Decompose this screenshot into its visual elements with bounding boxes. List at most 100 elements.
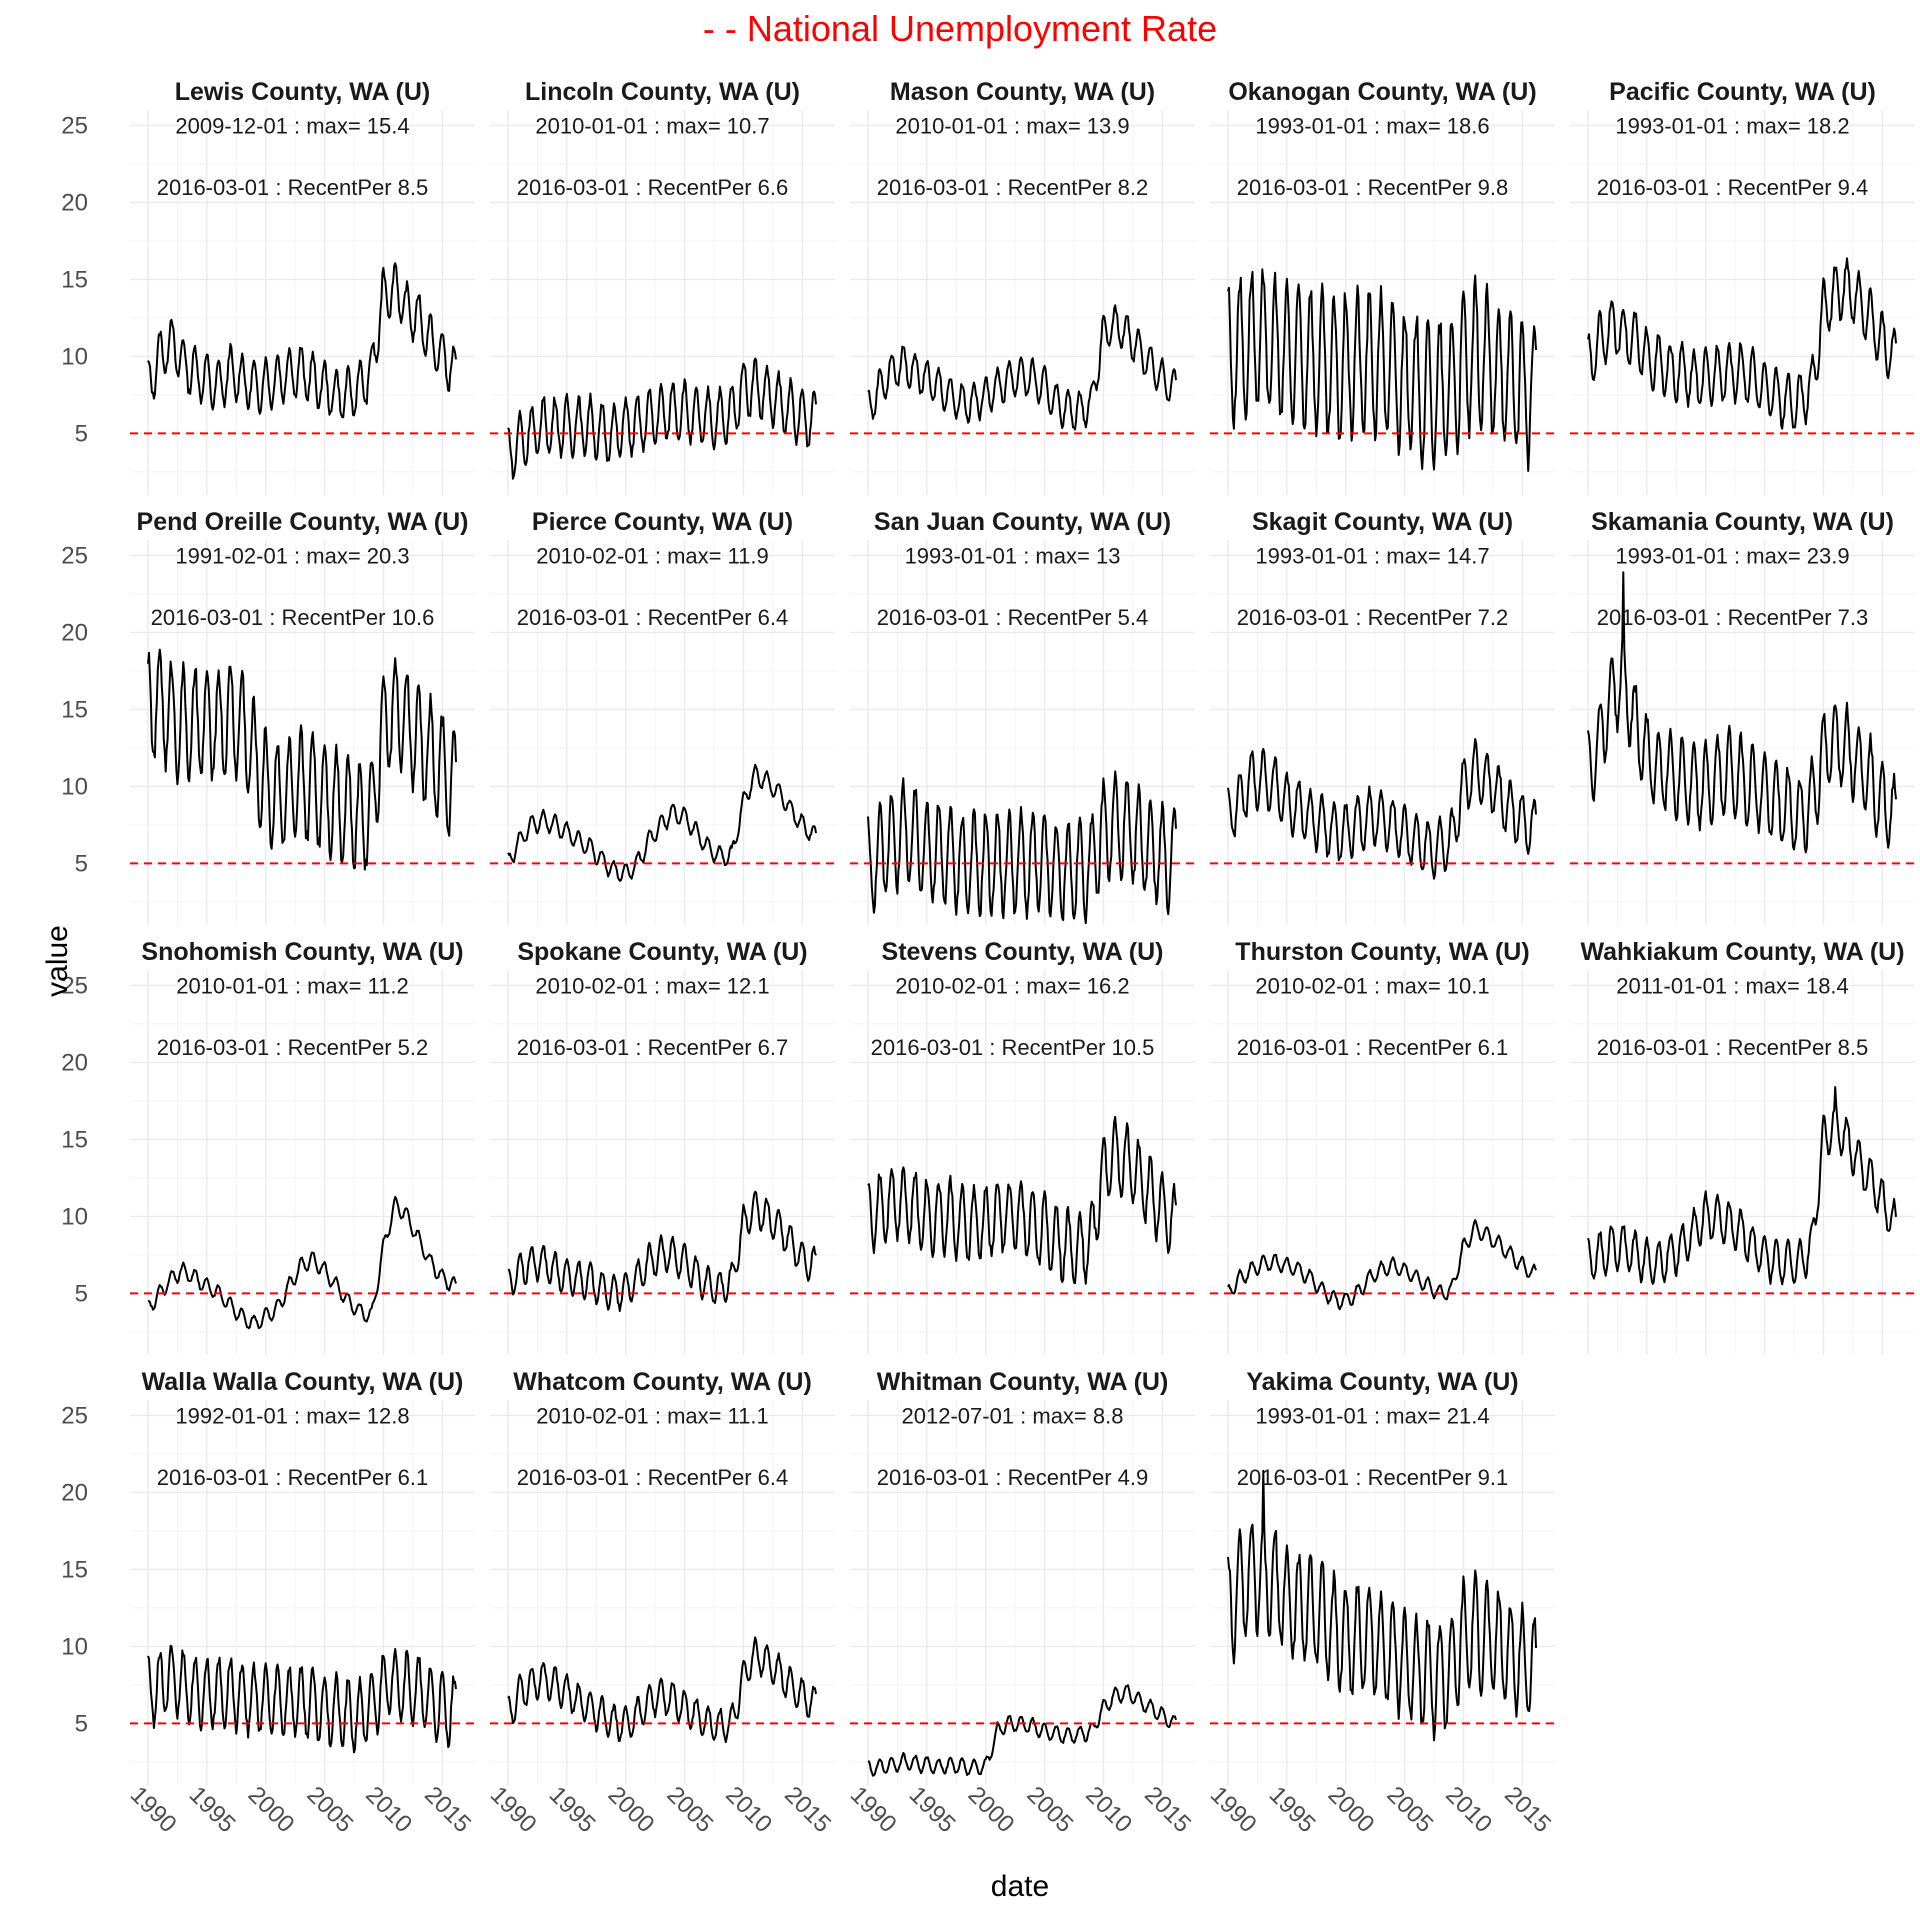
recent-annotation: 2016-03-01 : RecentPer 5.2 bbox=[157, 1035, 429, 1060]
y-tick-label: 15 bbox=[61, 266, 88, 293]
series-line bbox=[147, 1195, 457, 1330]
max-annotation: 2010-02-01 : max= 11.9 bbox=[536, 543, 769, 568]
max-annotation: 2011-01-01 : max= 18.4 bbox=[1616, 973, 1849, 998]
x-tick-label: 2010 bbox=[1080, 1781, 1137, 1838]
y-tick-label: 20 bbox=[61, 1049, 88, 1076]
facet-panel: Lewis County, WA (U) 2009-12-01 : max= 15… bbox=[61, 78, 475, 495]
panel-title: Wahkiakum County, WA (U) bbox=[1580, 938, 1904, 966]
y-tick-label: 10 bbox=[61, 1203, 88, 1230]
y-tick-label: 20 bbox=[61, 1479, 88, 1506]
facet-panel: Pacific County, WA (U) 1993-01-01 : max= … bbox=[1570, 78, 1915, 495]
y-tick-label: 25 bbox=[61, 972, 88, 999]
y-tick-label: 10 bbox=[61, 343, 88, 370]
recent-annotation: 2016-03-01 : RecentPer 7.3 bbox=[1597, 605, 1869, 630]
facet-panel: Spokane County, WA (U) 2010-02-01 : max= … bbox=[490, 938, 835, 1355]
facet-panel: Lincoln County, WA (U) 2010-01-01 : max= … bbox=[490, 78, 835, 495]
recent-annotation: 2016-03-01 : RecentPer 6.6 bbox=[517, 175, 789, 200]
panel-title: Pierce County, WA (U) bbox=[532, 508, 793, 536]
recent-annotation: 2016-03-01 : RecentPer 10.6 bbox=[151, 605, 435, 630]
series-line bbox=[507, 763, 817, 882]
max-annotation: 2010-02-01 : max= 10.1 bbox=[1255, 973, 1489, 998]
panel-title: Pacific County, WA (U) bbox=[1609, 78, 1876, 106]
facet-panel: Skamania County, WA (U) 1993-01-01 : max=… bbox=[1570, 508, 1915, 925]
facet-panel: Walla Walla County, WA (U) 1992-01-01 : m… bbox=[61, 1368, 476, 1838]
series-line bbox=[1227, 268, 1537, 472]
panel-title: Mason County, WA (U) bbox=[890, 78, 1155, 106]
x-axis-label: date bbox=[990, 1870, 1050, 1903]
max-annotation: 2010-01-01 : max= 11.2 bbox=[176, 973, 409, 998]
facet-panel: Okanogan County, WA (U) 1993-01-01 : max=… bbox=[1210, 78, 1555, 495]
facet-panel: Snohomish County, WA (U) 2010-01-01 : max… bbox=[61, 938, 475, 1355]
series-line bbox=[1587, 257, 1897, 430]
max-annotation: 2010-02-01 : max= 16.2 bbox=[895, 973, 1129, 998]
x-tick-label: 2000 bbox=[1323, 1781, 1380, 1838]
panel-title: Thurston County, WA (U) bbox=[1235, 938, 1529, 966]
y-tick-label: 25 bbox=[61, 1402, 88, 1429]
series-line bbox=[147, 262, 457, 419]
x-tick-label: 1990 bbox=[485, 1781, 542, 1838]
panel-title: Whitman County, WA (U) bbox=[877, 1368, 1169, 1396]
series-line bbox=[507, 1190, 817, 1312]
max-annotation: 2010-01-01 : max= 13.9 bbox=[895, 113, 1129, 138]
y-tick-label: 10 bbox=[61, 1633, 88, 1660]
y-tick-label: 15 bbox=[61, 1126, 88, 1153]
facet-panel: San Juan County, WA (U) 1993-01-01 : max=… bbox=[850, 508, 1195, 925]
y-tick-label: 5 bbox=[75, 1710, 88, 1737]
y-tick-label: 25 bbox=[61, 112, 88, 139]
panel-title: Lincoln County, WA (U) bbox=[525, 78, 800, 106]
max-annotation: 2010-02-01 : max= 11.1 bbox=[536, 1403, 769, 1428]
x-tick-label: 2005 bbox=[1381, 1781, 1438, 1838]
x-tick-label: 2015 bbox=[1499, 1781, 1556, 1838]
panel-title: Spokane County, WA (U) bbox=[517, 938, 807, 966]
x-tick-label: 2010 bbox=[720, 1781, 777, 1838]
series-line bbox=[867, 1115, 1177, 1285]
facet-panel: Mason County, WA (U) 2010-01-01 : max= 13… bbox=[850, 78, 1195, 495]
panel-title: Walla Walla County, WA (U) bbox=[142, 1368, 464, 1396]
recent-annotation: 2016-03-01 : RecentPer 5.4 bbox=[877, 605, 1149, 630]
y-tick-label: 15 bbox=[61, 1556, 88, 1583]
series-line bbox=[867, 304, 1177, 431]
max-annotation: 1993-01-01 : max= 21.4 bbox=[1255, 1403, 1489, 1428]
series-line bbox=[147, 648, 457, 871]
y-tick-label: 25 bbox=[61, 542, 88, 569]
x-tick-label: 1995 bbox=[904, 1781, 961, 1838]
facet-panel: Pierce County, WA (U) 2010-02-01 : max= 1… bbox=[490, 508, 835, 925]
x-tick-label: 2015 bbox=[1139, 1781, 1196, 1838]
figure-title: - - National Unemployment Rate bbox=[702, 8, 1218, 49]
recent-annotation: 2016-03-01 : RecentPer 7.2 bbox=[1237, 605, 1509, 630]
panel-title: Stevens County, WA (U) bbox=[882, 938, 1164, 966]
recent-annotation: 2016-03-01 : RecentPer 6.4 bbox=[517, 1465, 789, 1490]
y-tick-label: 10 bbox=[61, 773, 88, 800]
facet-panel: Stevens County, WA (U) 2010-02-01 : max= … bbox=[850, 938, 1195, 1355]
x-tick-label: 1995 bbox=[544, 1781, 601, 1838]
x-tick-label: 1990 bbox=[845, 1781, 902, 1838]
x-tick-label: 2010 bbox=[360, 1781, 417, 1838]
max-annotation: 2010-01-01 : max= 10.7 bbox=[535, 113, 769, 138]
panel-title: Snohomish County, WA (U) bbox=[141, 938, 463, 966]
y-tick-label: 20 bbox=[61, 619, 88, 646]
panel-title: Pend Oreille County, WA (U) bbox=[137, 508, 469, 536]
x-tick-label: 2005 bbox=[1021, 1781, 1078, 1838]
panel-title: Yakima County, WA (U) bbox=[1246, 1368, 1518, 1396]
y-tick-label: 5 bbox=[75, 420, 88, 447]
series-line bbox=[1227, 738, 1537, 880]
y-tick-label: 5 bbox=[75, 850, 88, 877]
recent-annotation: 2016-03-01 : RecentPer 8.2 bbox=[877, 175, 1149, 200]
y-axis-label: value bbox=[41, 925, 74, 997]
max-annotation: 1993-01-01 : max= 18.6 bbox=[1255, 113, 1489, 138]
recent-annotation: 2016-03-01 : RecentPer 9.4 bbox=[1597, 175, 1869, 200]
recent-annotation: 2016-03-01 : RecentPer 6.1 bbox=[157, 1465, 429, 1490]
facet-panel: Thurston County, WA (U) 2010-02-01 : max=… bbox=[1210, 938, 1555, 1355]
recent-annotation: 2016-03-01 : RecentPer 4.9 bbox=[877, 1465, 1149, 1490]
series-line bbox=[147, 1644, 457, 1754]
x-tick-label: 2000 bbox=[603, 1781, 660, 1838]
x-tick-label: 2015 bbox=[419, 1781, 476, 1838]
panel-title: Okanogan County, WA (U) bbox=[1228, 78, 1536, 106]
max-annotation: 2009-12-01 : max= 15.4 bbox=[175, 113, 409, 138]
series-line bbox=[507, 357, 817, 480]
y-tick-label: 20 bbox=[61, 189, 88, 216]
max-annotation: 2010-02-01 : max= 12.1 bbox=[535, 973, 769, 998]
x-tick-label: 2010 bbox=[1440, 1781, 1497, 1838]
series-line bbox=[867, 1684, 1177, 1777]
